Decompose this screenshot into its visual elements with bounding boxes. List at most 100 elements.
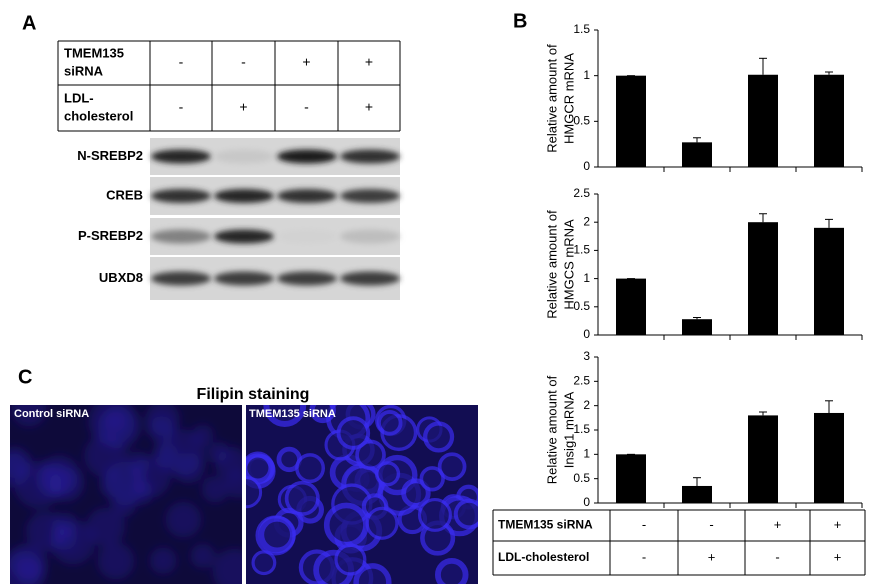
image-label: Control siRNA [14, 408, 89, 420]
cell: + [708, 549, 716, 564]
cell-outline [435, 557, 469, 584]
cell: - [179, 99, 184, 115]
cell-blob [192, 424, 214, 446]
y-tick-label: 2.5 [573, 186, 590, 200]
error-bar [693, 137, 701, 143]
blot-label: N-SREBP2 [77, 148, 143, 163]
cell-blob [207, 441, 229, 463]
cell-outline [365, 506, 399, 540]
bar [748, 74, 778, 167]
y-axis-label: Relative amount of [544, 375, 559, 484]
bar [682, 319, 712, 335]
cell-blob [40, 455, 80, 496]
row-label: LDL- [64, 90, 94, 105]
blot-band [277, 271, 337, 286]
image-label: TMEM135 siRNA [249, 408, 336, 420]
cell: - [709, 517, 713, 532]
blot-band [214, 189, 274, 203]
cell-outline [453, 498, 478, 530]
cell-blob [100, 469, 129, 498]
blot-band [214, 229, 274, 244]
cell-outline [423, 421, 455, 453]
cell-blob [86, 507, 125, 546]
error-bar [693, 317, 701, 320]
cell-blob [212, 548, 242, 584]
bar [748, 222, 778, 335]
cell-outline [374, 461, 401, 487]
bar [814, 74, 844, 167]
y-tick-label: 0 [583, 159, 590, 173]
panel-label: C [18, 366, 32, 388]
panel-label: B [513, 10, 527, 32]
blot-band [340, 189, 400, 203]
cell-outline [258, 515, 296, 554]
cell: + [365, 99, 373, 115]
cell: + [365, 54, 373, 70]
y-tick-label: 1 [583, 68, 590, 82]
blot-band [151, 189, 211, 203]
image-title: Filipin staining [197, 386, 310, 403]
bar [616, 454, 646, 503]
error-bar [759, 213, 767, 223]
row-label: cholesterol [64, 108, 133, 123]
error-bar [759, 57, 767, 75]
y-tick-label: 0 [583, 327, 590, 341]
y-axis-label: Relative amount of [544, 210, 559, 319]
cell-outline [376, 409, 403, 436]
y-tick-label: 1.5 [573, 243, 590, 257]
bar [616, 75, 646, 167]
error-bar [693, 477, 701, 486]
blot-band [151, 229, 211, 244]
bar [814, 412, 844, 503]
y-tick-label: 0 [583, 495, 590, 509]
cell: + [834, 517, 842, 532]
cell-blob [157, 429, 205, 477]
cell-blob [149, 547, 177, 574]
bar [616, 278, 646, 335]
blot-label: P-SREBP2 [78, 228, 143, 243]
row-label: TMEM135 siRNA [498, 518, 593, 532]
y-tick-label: 0.5 [573, 471, 590, 485]
bar [748, 415, 778, 503]
y-tick-label: 3 [583, 349, 590, 363]
cell: + [834, 549, 842, 564]
cell: - [642, 549, 646, 564]
cell-outline [419, 466, 445, 492]
cell-outline [437, 452, 467, 482]
cell: - [304, 99, 309, 115]
y-axis-label: Relative amount of [544, 44, 559, 153]
blot-band [277, 189, 337, 203]
error-bar [825, 71, 833, 75]
blot-band [214, 271, 274, 286]
blot-label: CREB [106, 187, 143, 202]
cell-outline [401, 478, 431, 508]
y-tick-label: 1 [583, 447, 590, 461]
blot-band [340, 149, 400, 164]
cell: + [302, 54, 310, 70]
y-tick-label: 1.5 [573, 422, 590, 436]
y-axis-label: Insig1 mRNA [561, 391, 576, 468]
cell: - [775, 549, 779, 564]
y-tick-label: 2 [583, 214, 590, 228]
error-bar [825, 218, 833, 228]
y-tick-label: 1 [583, 271, 590, 285]
y-tick-label: 0.5 [573, 299, 590, 313]
cell-outline [353, 563, 392, 584]
row-label: LDL-cholesterol [498, 550, 589, 564]
error-bar [825, 400, 833, 413]
y-axis-label: HMGCS mRNA [561, 219, 576, 310]
blot-band [277, 149, 337, 164]
bar [682, 485, 712, 503]
cell: + [239, 99, 247, 115]
blot-band [151, 149, 211, 164]
bar [682, 142, 712, 167]
bar [814, 227, 844, 335]
blot-band [340, 229, 400, 244]
blot-band [340, 271, 400, 286]
y-tick-label: 2.5 [573, 374, 590, 388]
row-label: siRNA [64, 63, 104, 78]
cell-outline [246, 476, 263, 509]
cell-outline [323, 502, 369, 548]
cell: - [642, 517, 646, 532]
